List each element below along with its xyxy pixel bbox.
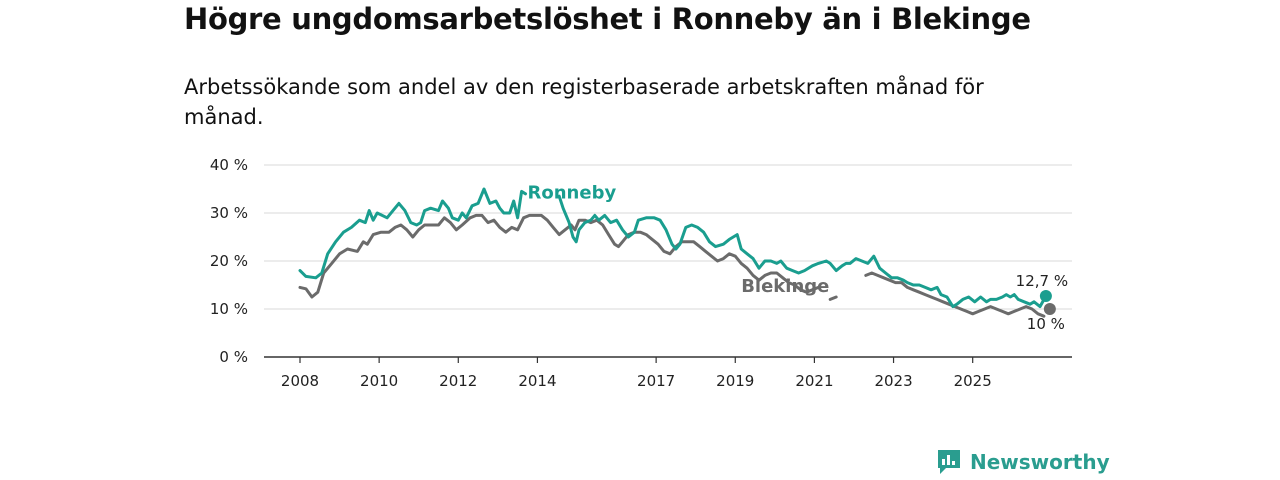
grid-lines (264, 164, 1072, 358)
x-tick-label: 2017 (637, 372, 675, 390)
series-lines (298, 187, 1056, 316)
series-line-ronneby (298, 187, 1048, 309)
x-axis-ticks: 2008 2010 2012 2014 2017 2019 2021 2023 2025 (281, 357, 992, 390)
x-tick-label: 2019 (716, 372, 754, 390)
x-tick-label: 2012 (439, 372, 477, 390)
chart-title: Högre ungdomsarbetslöshet i Ronneby än i… (184, 2, 1031, 36)
series-labels: Ronneby Blekinge 12,7 % 10 % (528, 183, 1069, 333)
x-tick-label: 2025 (954, 372, 992, 390)
chart-subtitle: Arbetssökande som andel av den registerb… (184, 75, 984, 129)
y-tick-label: 20 % (210, 252, 248, 270)
y-tick-label: 10 % (210, 300, 248, 318)
end-point-ronneby (1039, 290, 1052, 303)
series-line-blekinge (300, 215, 1050, 316)
x-tick-label: 2008 (281, 372, 319, 390)
x-tick-label: 2010 (360, 372, 398, 390)
y-axis-ticks: 0 % 10 % 20 % 30 % 40 % (210, 156, 248, 366)
x-tick-label: 2014 (518, 372, 556, 390)
newsworthy-logo-icon (938, 450, 960, 474)
end-value-label-blekinge: 10 % (1027, 315, 1065, 333)
series-label-ronneby: Ronneby (528, 183, 617, 204)
newsworthy-logo: Newsworthy (936, 448, 1110, 476)
y-tick-label: 40 % (210, 156, 248, 174)
end-point-blekinge (1043, 303, 1056, 315)
brand-name: Newsworthy (970, 450, 1110, 474)
x-tick-label: 2021 (795, 372, 833, 390)
series-label-blekinge: Blekinge (741, 276, 829, 297)
y-tick-label: 0 % (219, 348, 248, 366)
end-value-label-ronneby: 12,7 % (1016, 272, 1068, 290)
x-tick-label: 2023 (874, 372, 912, 390)
y-tick-label: 30 % (210, 204, 248, 222)
